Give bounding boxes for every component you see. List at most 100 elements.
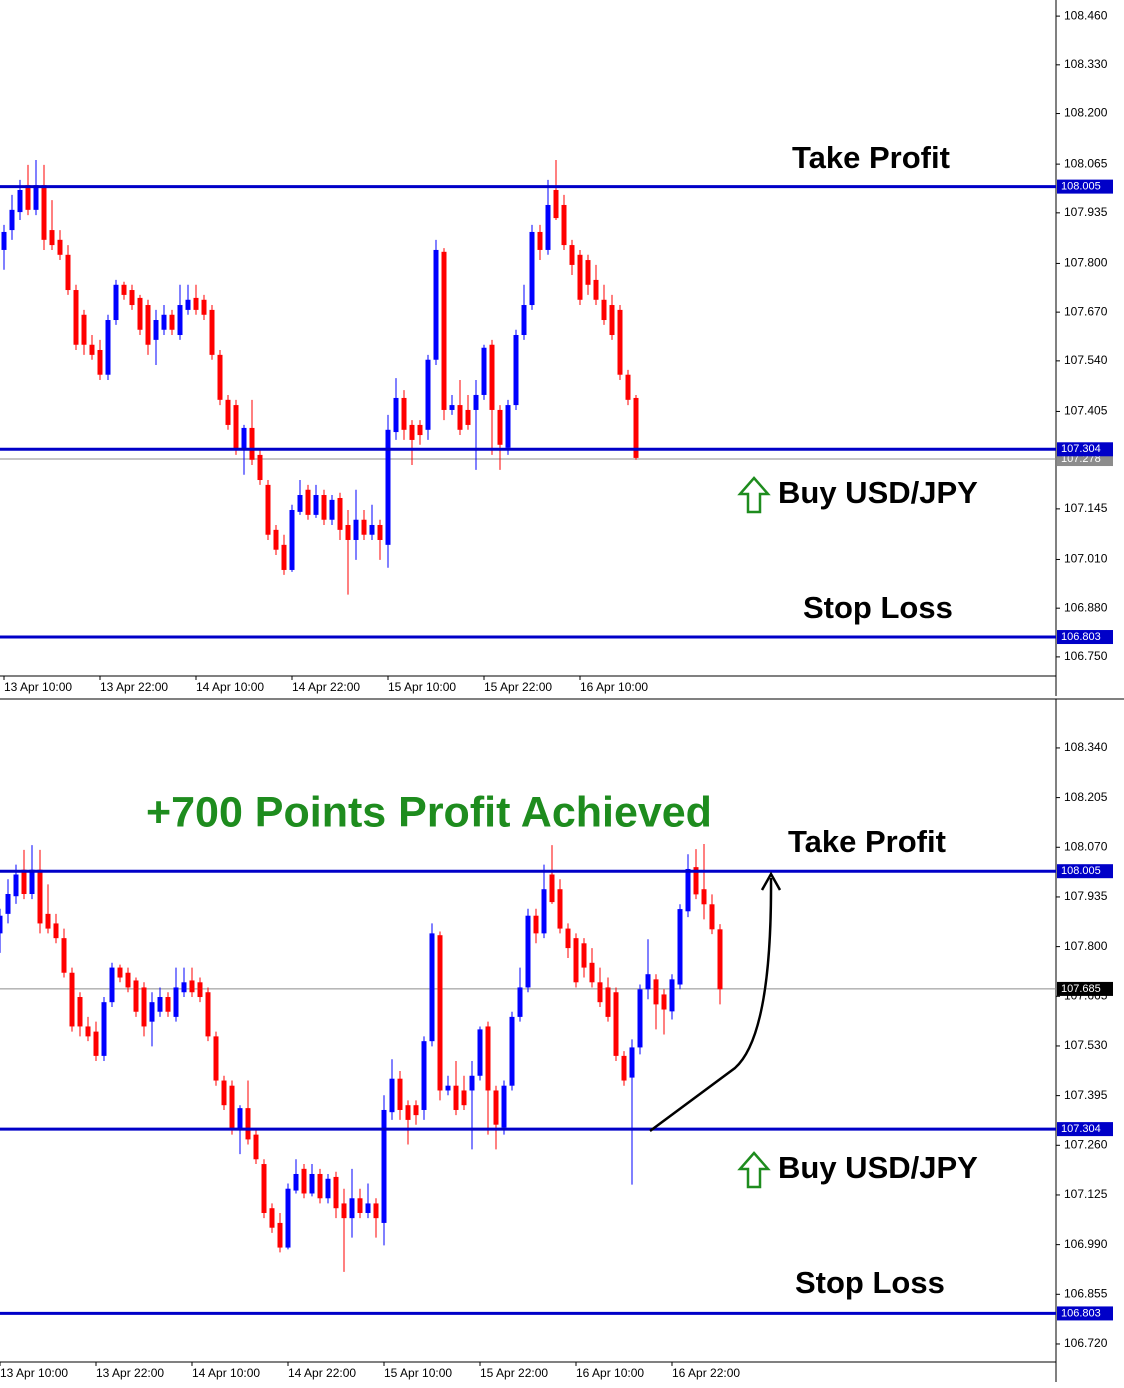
candle-body xyxy=(597,982,603,1003)
candle-body xyxy=(261,1164,267,1213)
y-tick-label: 108.460 xyxy=(1064,8,1108,22)
candle-body xyxy=(437,935,443,1091)
candle-body xyxy=(129,290,135,306)
candle-body xyxy=(449,405,455,410)
candle-body xyxy=(125,972,131,988)
candle-body xyxy=(265,484,271,535)
candle-body xyxy=(321,495,327,520)
candle-body xyxy=(677,909,683,985)
candle-body xyxy=(405,1105,411,1120)
candle-body xyxy=(225,399,231,425)
annotation: Take Profit xyxy=(788,824,946,859)
candle-body xyxy=(429,933,435,1042)
candle-body xyxy=(193,297,199,310)
candle-body xyxy=(493,1090,499,1125)
annotation: Stop Loss xyxy=(803,590,953,625)
x-tick-label: 13 Apr 10:00 xyxy=(4,680,72,694)
annotation: Buy USD/JPY xyxy=(778,475,978,510)
candle-body xyxy=(469,1075,475,1091)
candle-body xyxy=(161,314,167,330)
candle-body xyxy=(305,489,311,515)
last-price-box xyxy=(1057,981,1113,996)
candle-body xyxy=(189,980,195,993)
candle-body xyxy=(685,868,691,912)
candle-body xyxy=(709,904,715,930)
candle-body xyxy=(105,320,111,375)
candle-body xyxy=(297,495,303,512)
x-tick-label: 14 Apr 10:00 xyxy=(192,1366,260,1380)
y-tick-label: 108.340 xyxy=(1064,740,1108,754)
candle-body xyxy=(25,185,31,210)
y-tick-label: 107.395 xyxy=(1064,1088,1108,1102)
buy-arrow-icon xyxy=(737,476,771,514)
candle-body xyxy=(365,1203,371,1213)
x-tick-label: 16 Apr 10:00 xyxy=(576,1366,644,1380)
annotation: Buy USD/JPY xyxy=(778,1150,978,1185)
candle-body xyxy=(529,231,535,306)
candle-body xyxy=(97,349,103,375)
candle-body xyxy=(253,1134,259,1160)
candle-body xyxy=(605,987,611,1017)
candle-body xyxy=(417,424,423,436)
candle-body xyxy=(49,230,55,246)
level-label: 106.803 xyxy=(1061,631,1101,643)
candle-body xyxy=(589,962,595,983)
x-tick-label: 13 Apr 22:00 xyxy=(100,680,168,694)
level-box xyxy=(1057,179,1113,194)
candle-body xyxy=(345,524,351,540)
candle-body xyxy=(557,889,563,929)
candle-body xyxy=(421,1041,427,1110)
candle-body xyxy=(385,429,391,545)
candle-body xyxy=(661,994,667,1010)
candle-body xyxy=(353,519,359,540)
x-tick-label: 14 Apr 22:00 xyxy=(292,680,360,694)
y-tick-label: 107.260 xyxy=(1064,1137,1108,1151)
y-tick-label: 106.880 xyxy=(1064,600,1108,614)
candle-body xyxy=(497,409,503,445)
candle-body xyxy=(257,454,263,481)
x-tick-label: 15 Apr 22:00 xyxy=(480,1366,548,1380)
candle-body xyxy=(461,1090,467,1106)
level-label: 108.005 xyxy=(1061,181,1101,193)
candle-body xyxy=(645,974,651,990)
annotation: +700 Points Profit Achieved xyxy=(146,788,712,836)
candle-body xyxy=(181,982,187,993)
level-box xyxy=(1057,630,1113,645)
candle-body xyxy=(505,405,511,448)
candle-body xyxy=(613,992,619,1056)
candle-body xyxy=(549,874,555,903)
profit-arrowhead xyxy=(760,871,782,891)
candle-body xyxy=(381,1109,387,1223)
candle-body xyxy=(237,1108,243,1130)
candle-body xyxy=(0,915,3,934)
candle-body xyxy=(41,185,47,240)
candle-body xyxy=(465,409,471,425)
candle-body xyxy=(425,359,431,430)
candle-body xyxy=(453,1085,459,1110)
candle-body xyxy=(537,231,543,250)
candle-body xyxy=(669,979,675,1012)
y-tick-label: 108.330 xyxy=(1064,57,1108,71)
candle-body xyxy=(717,929,723,990)
candle-body xyxy=(201,299,207,315)
y-tick-label: 107.010 xyxy=(1064,552,1108,566)
candle-body xyxy=(173,987,179,1017)
candle-body xyxy=(65,254,71,291)
x-tick-label: 15 Apr 22:00 xyxy=(484,680,552,694)
candle-body xyxy=(409,424,415,440)
candle-body xyxy=(121,284,127,295)
y-tick-label: 106.720 xyxy=(1064,1336,1108,1350)
candle-body xyxy=(693,867,699,895)
candle-body xyxy=(277,1222,283,1248)
candle-body xyxy=(337,498,343,530)
level-box xyxy=(1057,1306,1113,1321)
candle-body xyxy=(629,1047,635,1078)
candle-body xyxy=(233,405,239,451)
y-tick-label: 108.070 xyxy=(1064,839,1108,853)
candle-body xyxy=(481,347,487,395)
candle-body xyxy=(249,427,255,460)
candle-body xyxy=(333,1176,339,1209)
candle-body xyxy=(313,495,319,515)
candle-body xyxy=(77,997,83,1027)
